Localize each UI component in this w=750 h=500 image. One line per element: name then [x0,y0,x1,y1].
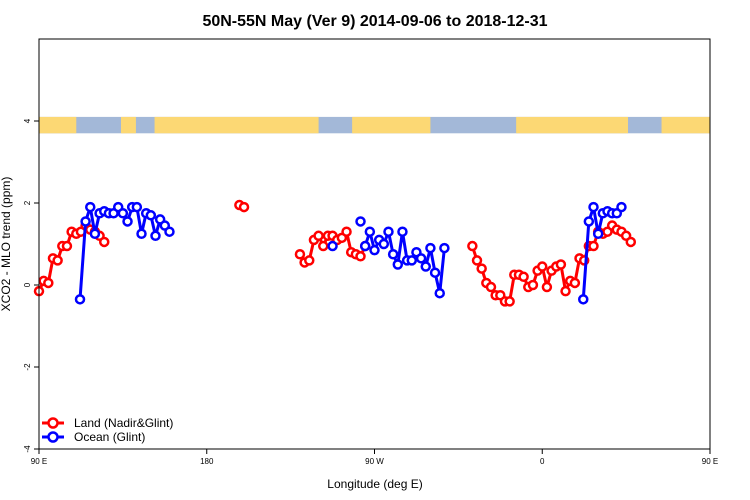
data-point [560,285,571,297]
y-axis-label: XCO2 - MLO trend (ppm) [0,177,13,312]
data-point [238,201,250,213]
x-axis: 90 E 180 90 W 0 90 E [31,449,718,466]
data-point [583,216,595,227]
data-point [537,261,548,272]
data-point [359,240,371,252]
series-ocean [74,201,627,305]
data-point [420,261,432,272]
data-point [425,242,436,254]
data-point [136,228,147,239]
legend-marker-land [47,417,59,429]
data-point [304,255,315,266]
data-point [541,281,553,293]
x-axis-label: Longitude (deg E) [327,477,422,491]
data-point [504,296,515,307]
legend-entry-ocean: Ocean (Glint) [42,430,145,444]
data-point [317,240,329,252]
land-band [154,116,319,134]
x-tick-label: 0 [540,457,545,466]
data-point [569,277,581,289]
data-point [364,226,376,237]
land-band [516,116,628,134]
data-point [434,287,445,299]
y-tick-label: -2 [23,363,32,371]
data-point [294,249,306,260]
legend-entry-land: Land (Nadir&Glint) [42,416,173,430]
y-tick-label: 2 [23,200,32,205]
legend-label-land: Land (Nadir&Glint) [74,416,173,430]
data-point [578,294,589,305]
legend: Land (Nadir&Glint) Ocean (Glint) [42,416,173,444]
data-point [588,240,599,252]
data-point [476,263,487,274]
land-band [352,116,431,134]
data-point [387,249,399,260]
land-band [39,116,77,134]
chart-title: 50N-55N May (Ver 9) 2014-09-06 to 2018-1… [202,13,547,30]
data-point [164,226,175,237]
data-point [327,240,338,252]
data-point [341,226,352,237]
data-point [43,277,54,289]
plot-area [33,116,710,307]
data-point [80,216,91,227]
data-point [616,201,627,213]
legend-marker-ocean [47,431,59,443]
plot-frame [38,38,711,450]
data-point [392,259,404,270]
y-tick-label: 4 [23,118,32,123]
data-point [355,216,366,227]
data-point [518,271,529,283]
x-tick-label: 90 E [31,457,47,466]
y-tick-label: -4 [23,445,32,453]
data-point [122,216,133,227]
data-point [471,255,483,266]
data-point [467,240,478,252]
data-point [150,230,161,242]
land-band [121,116,136,134]
data-point [406,255,418,266]
data-point [355,251,366,262]
x-tick-label: 180 [200,457,214,466]
data-point [85,201,96,213]
data-point [592,228,604,239]
data-point [383,226,394,237]
data-point [74,294,86,305]
y-tick-label: 0 [23,282,32,287]
data-point [313,230,324,242]
data-point [429,267,441,278]
data-point [145,210,157,221]
data-point [52,255,63,266]
data-point [117,208,129,219]
data-point [397,226,408,237]
x-tick-label: 90 E [702,457,718,466]
land-band [661,116,710,134]
y-axis: -4 -2 0 2 4 [23,118,39,453]
data-point [439,242,450,254]
data-point [98,236,110,248]
data-point [89,228,101,239]
data-point [415,253,427,264]
legend-label-ocean: Ocean (Glint) [74,430,145,444]
data-point [555,259,567,270]
data-point [369,244,380,256]
data-point [588,201,599,213]
data-point [378,238,390,250]
x-tick-label: 90 W [365,457,384,466]
data-point [485,281,497,293]
data-point [61,240,73,252]
data-point [131,201,143,213]
data-point [527,279,539,291]
data-point [625,236,637,248]
